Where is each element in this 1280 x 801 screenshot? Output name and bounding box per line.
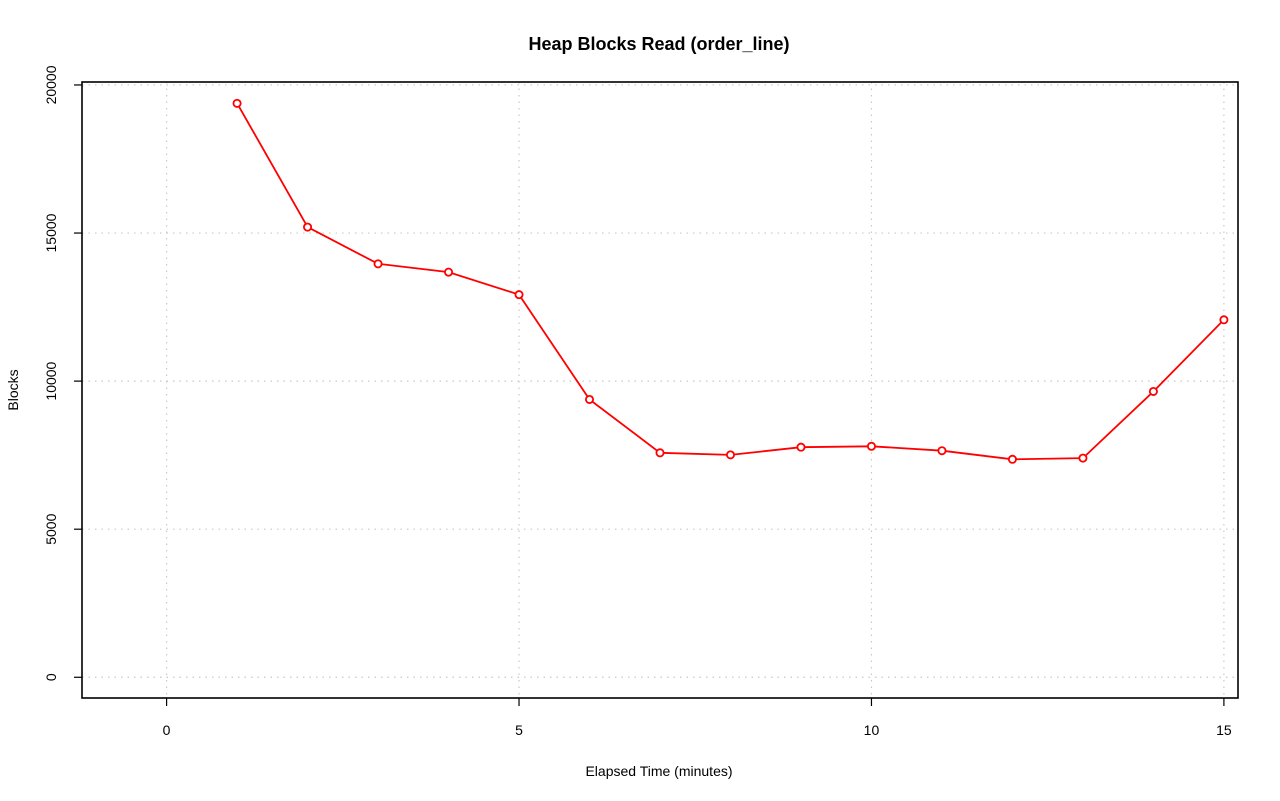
data-point bbox=[303, 222, 313, 232]
y-tick-label: 15000 bbox=[43, 213, 59, 252]
y-axis: 0 5000 10000 15000 20000 bbox=[43, 65, 82, 681]
series-group bbox=[232, 98, 1229, 464]
data-point bbox=[444, 267, 454, 277]
chart-title: Heap Blocks Read (order_line) bbox=[528, 34, 789, 54]
data-point bbox=[585, 394, 595, 404]
data-point bbox=[373, 259, 383, 269]
plot-frame bbox=[81, 81, 1239, 699]
data-point bbox=[232, 98, 242, 108]
series-line bbox=[236, 102, 1225, 461]
x-tick-label: 10 bbox=[864, 722, 880, 738]
x-axis-label: Elapsed Time (minutes) bbox=[585, 763, 732, 779]
data-point bbox=[937, 446, 947, 456]
y-tick-label: 0 bbox=[43, 673, 59, 681]
data-point bbox=[1007, 454, 1017, 464]
data-point bbox=[514, 290, 524, 300]
data-point bbox=[866, 441, 876, 451]
data-point bbox=[1078, 453, 1088, 463]
x-tick-label: 5 bbox=[515, 722, 523, 738]
data-point bbox=[796, 442, 806, 452]
data-point bbox=[1148, 386, 1158, 396]
y-tick-label: 20000 bbox=[43, 65, 59, 104]
y-tick-label: 10000 bbox=[43, 361, 59, 400]
y-axis-label: Blocks bbox=[5, 369, 21, 410]
data-point bbox=[1219, 315, 1229, 325]
x-axis: 0 5 10 15 bbox=[163, 698, 1232, 738]
x-tick-label: 15 bbox=[1216, 722, 1232, 738]
x-tick-label: 0 bbox=[163, 722, 171, 738]
grid bbox=[82, 82, 1238, 698]
data-point bbox=[655, 448, 665, 458]
y-tick-label: 5000 bbox=[43, 513, 59, 544]
data-point bbox=[725, 450, 735, 460]
